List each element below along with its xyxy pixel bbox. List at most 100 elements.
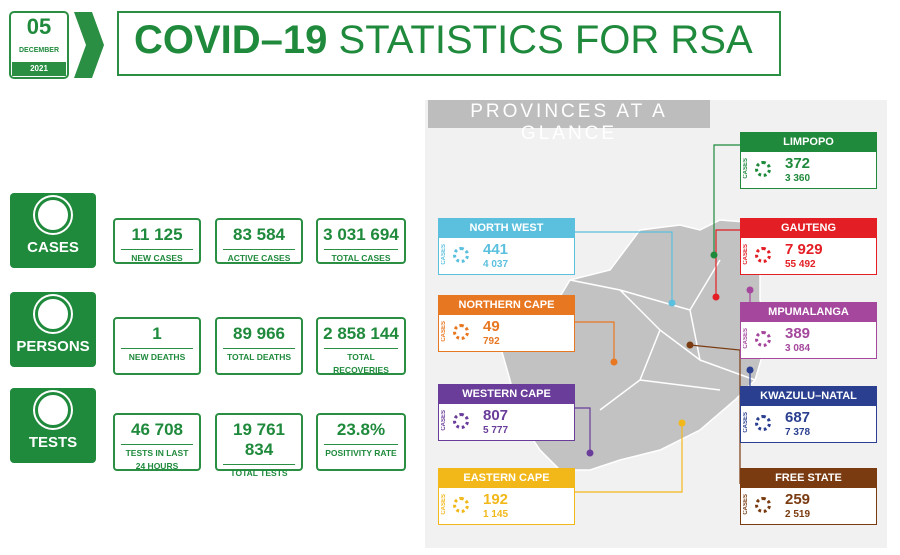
dots (586, 251, 754, 457)
province-body: CASES 259 2 519 (740, 488, 877, 525)
virus-icon (755, 161, 771, 177)
province-header: FREE STATE (740, 468, 877, 488)
section-label: TESTS (28, 434, 78, 451)
title-rest: STATISTICS FOR RSA (338, 18, 753, 62)
province-cases: 372 (785, 155, 811, 172)
date-year: 2021 (12, 62, 66, 76)
side-label: CASES (743, 244, 749, 265)
stat-value: 1 (152, 324, 162, 343)
province-borders (569, 259, 756, 411)
province-sub: 3 360 (785, 173, 811, 184)
stat-label: TESTS IN LAST 24 HOURS (121, 444, 193, 473)
province-body: CASES 49 792 (438, 315, 575, 352)
stat-box: 11 125 NEW CASES (113, 218, 201, 264)
stat-value: 83 584 (233, 225, 285, 244)
stat-box: 19 761 834 TOTAL TESTS (215, 413, 303, 478)
stat-label: ACTIVE CASES (223, 249, 295, 265)
stat-label: TOTAL RECOVERIES (324, 348, 398, 377)
side-label: CASES (441, 410, 447, 431)
stat-box: 2 858 144 TOTAL RECOVERIES (316, 317, 406, 375)
province-body: CASES 807 5 777 (438, 404, 575, 441)
section-label-box: CASES (10, 193, 96, 268)
province-sub: 7 378 (785, 427, 811, 438)
province-cases: 687 (785, 409, 811, 426)
province-body: CASES 389 3 084 (740, 322, 877, 359)
date-month: DECEMBER (18, 47, 60, 54)
side-label: CASES (743, 494, 749, 515)
province-sub: 4 037 (483, 259, 509, 270)
stat-label: NEW DEATHS (121, 348, 193, 364)
province-header: NORTHERN CAPE (438, 295, 575, 315)
section-icon (35, 197, 71, 233)
province-sub: 3 084 (785, 343, 811, 354)
province-sub: 1 145 (483, 509, 509, 520)
stat-value: 89 966 (233, 324, 285, 343)
title-box (117, 11, 781, 76)
section-icon (35, 296, 71, 332)
side-label: CASES (441, 321, 447, 342)
provinces-heading: PROVINCES AT A GLANCE (470, 101, 668, 144)
stat-label: TOTAL DEATHS (223, 348, 295, 364)
section-label: CASES (27, 239, 79, 256)
heading-bar (428, 100, 710, 128)
virus-icon (453, 247, 469, 263)
stat-label: TOTAL TESTS (223, 464, 295, 480)
virus-icon (755, 415, 771, 431)
province-header: EASTERN CAPE (438, 468, 575, 488)
side-label: CASES (743, 158, 749, 179)
province-sub: 792 (483, 336, 500, 347)
virus-icon (755, 497, 771, 513)
virus-icon (453, 324, 469, 340)
virus-icon (755, 247, 771, 263)
province-body: CASES 687 7 378 (740, 406, 877, 443)
stat-label: POSITIVITY RATE (324, 444, 398, 460)
date-box (9, 11, 69, 79)
stat-box: 83 584 ACTIVE CASES (215, 218, 303, 264)
province-body: CASES 192 1 145 (438, 488, 575, 525)
province-sub: 55 492 (785, 259, 816, 270)
virus-icon (755, 331, 771, 347)
stat-label: NEW CASES (121, 249, 193, 265)
side-label: CASES (441, 244, 447, 265)
section-icon (35, 392, 71, 428)
stat-box: 1 NEW DEATHS (113, 317, 201, 375)
stat-box: 89 966 TOTAL DEATHS (215, 317, 303, 375)
date-arrow (74, 12, 104, 78)
province-body: CASES 7 929 55 492 (740, 238, 877, 275)
side-label: CASES (743, 412, 749, 433)
province-header: LIMPOPO (740, 132, 877, 152)
province-cases: 441 (483, 241, 509, 258)
province-header: WESTERN CAPE (438, 384, 575, 404)
title-main: COVID–19 (134, 18, 328, 62)
stat-box: 23.8% POSITIVITY RATE (316, 413, 406, 471)
virus-icon (453, 497, 469, 513)
province-header: GAUTENG (740, 218, 877, 238)
province-sub: 5 777 (483, 425, 509, 436)
side-label: CASES (743, 328, 749, 349)
stat-label: TOTAL CASES (324, 249, 398, 265)
stat-value: 19 761 834 (233, 420, 285, 459)
stat-box: 46 708 TESTS IN LAST 24 HOURS (113, 413, 201, 471)
stat-value: 23.8% (336, 420, 386, 439)
province-cases: 192 (483, 491, 509, 508)
section-label-box: TESTS (10, 388, 96, 463)
stat-value: 3 031 694 (323, 225, 399, 244)
province-sub: 2 519 (785, 509, 811, 520)
province-cases: 49 (483, 318, 500, 335)
title: COVID–19 STATISTICS FOR RSA (134, 18, 753, 63)
province-header: KWAZULU–NATAL (740, 386, 877, 406)
province-cases: 259 (785, 491, 811, 508)
province-header: NORTH WEST (438, 218, 575, 238)
stat-value: 11 125 (131, 225, 183, 244)
stat-value: 46 708 (131, 420, 183, 439)
section-label-box: PERSONS (10, 292, 96, 367)
stat-box: 3 031 694 TOTAL CASES (316, 218, 406, 264)
stat-value: 2 858 144 (323, 324, 399, 343)
province-cases: 389 (785, 325, 811, 342)
province-cases: 807 (483, 407, 509, 424)
section-label: PERSONS (16, 338, 90, 355)
province-cases: 7 929 (785, 241, 823, 258)
province-body: CASES 441 4 037 (438, 238, 575, 275)
